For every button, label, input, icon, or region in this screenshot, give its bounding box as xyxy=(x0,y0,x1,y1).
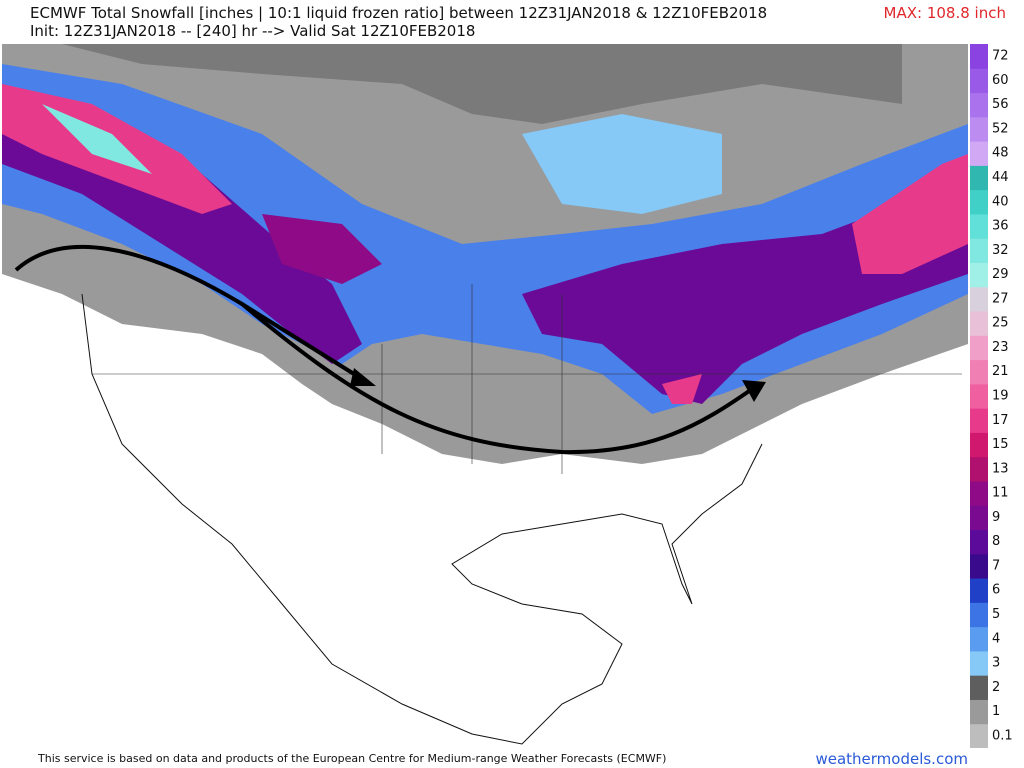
color-swatch xyxy=(970,408,988,433)
level-label: 11 xyxy=(992,486,1009,501)
color-swatch xyxy=(970,505,988,531)
level-label: 7 xyxy=(992,558,1000,573)
level-label: 4 xyxy=(992,631,1000,646)
level-label: 5 xyxy=(992,607,1000,622)
color-swatch xyxy=(970,335,988,361)
level-label: 13 xyxy=(992,461,1009,476)
level-label: 32 xyxy=(992,243,1009,258)
level-label: 8 xyxy=(992,534,1000,549)
level-label: 1 xyxy=(992,704,1000,719)
color-swatch xyxy=(970,68,988,94)
level-label: 19 xyxy=(992,389,1009,404)
map xyxy=(2,44,968,748)
level-label: 27 xyxy=(992,291,1009,306)
subtitle: Init: 12Z31JAN2018 -- [240] hr --> Valid… xyxy=(30,22,476,40)
snow-darkgray xyxy=(62,44,902,124)
level-label: 6 xyxy=(992,583,1000,598)
level-label: 15 xyxy=(992,437,1009,452)
color-swatch xyxy=(970,723,988,748)
track-arrow xyxy=(240,302,754,455)
color-swatch xyxy=(970,383,988,409)
level-label: 17 xyxy=(992,413,1009,428)
color-swatch xyxy=(970,165,988,191)
level-label: 48 xyxy=(992,146,1009,161)
snow-pink xyxy=(662,374,702,404)
color-swatch xyxy=(970,189,988,215)
color-swatch xyxy=(970,675,988,700)
credit: This service is based on data and produc… xyxy=(38,752,667,765)
color-swatch xyxy=(970,311,988,336)
level-label: 44 xyxy=(992,170,1009,185)
color-swatch xyxy=(970,650,988,676)
level-label: 9 xyxy=(992,510,1000,525)
color-swatch xyxy=(970,359,988,385)
color-swatch xyxy=(970,213,988,239)
borders xyxy=(92,284,962,474)
color-swatch xyxy=(970,92,988,118)
level-label: 0.1 xyxy=(992,728,1013,743)
color-swatch xyxy=(970,44,988,69)
level-label: 21 xyxy=(992,364,1009,379)
color-swatch xyxy=(970,116,988,142)
level-label: 56 xyxy=(992,97,1009,112)
level-label: 72 xyxy=(992,49,1009,64)
snow-pink xyxy=(852,154,968,274)
level-label: 52 xyxy=(992,121,1009,136)
color-swatch xyxy=(970,602,988,628)
level-label: 2 xyxy=(992,680,1000,695)
color-swatch xyxy=(970,432,988,458)
track-arrow xyxy=(14,245,364,381)
color-swatch xyxy=(970,699,988,725)
color-swatch xyxy=(970,529,988,555)
title: ECMWF Total Snowfall [inches | 10:1 liqu… xyxy=(30,4,768,22)
level-label: 60 xyxy=(992,73,1009,88)
level-label: 3 xyxy=(992,656,1000,671)
color-swatch xyxy=(970,238,988,263)
snow-lightblue xyxy=(522,114,722,214)
arrowhead xyxy=(350,368,376,386)
color-swatch xyxy=(970,262,988,288)
coastline xyxy=(81,293,763,745)
arrowhead xyxy=(742,380,766,402)
level-label: 29 xyxy=(992,267,1009,282)
color-swatch xyxy=(970,626,988,652)
snow-purple xyxy=(262,214,382,284)
level-label: 36 xyxy=(992,219,1009,234)
color-swatch xyxy=(970,141,988,166)
snow-cyan xyxy=(42,104,152,174)
site-link: weathermodels.com xyxy=(815,750,968,768)
color-swatch xyxy=(970,553,988,579)
max-value: MAX: 108.8 inch xyxy=(883,4,1006,22)
color-swatch xyxy=(970,578,988,603)
level-label: 40 xyxy=(992,194,1009,209)
color-swatch xyxy=(970,480,988,506)
color-swatch xyxy=(970,456,988,482)
level-label: 23 xyxy=(992,340,1009,355)
colorbar: 0.11234567891113151719212325272932364044… xyxy=(970,44,1013,748)
color-swatch xyxy=(970,286,988,312)
level-label: 25 xyxy=(992,316,1009,331)
